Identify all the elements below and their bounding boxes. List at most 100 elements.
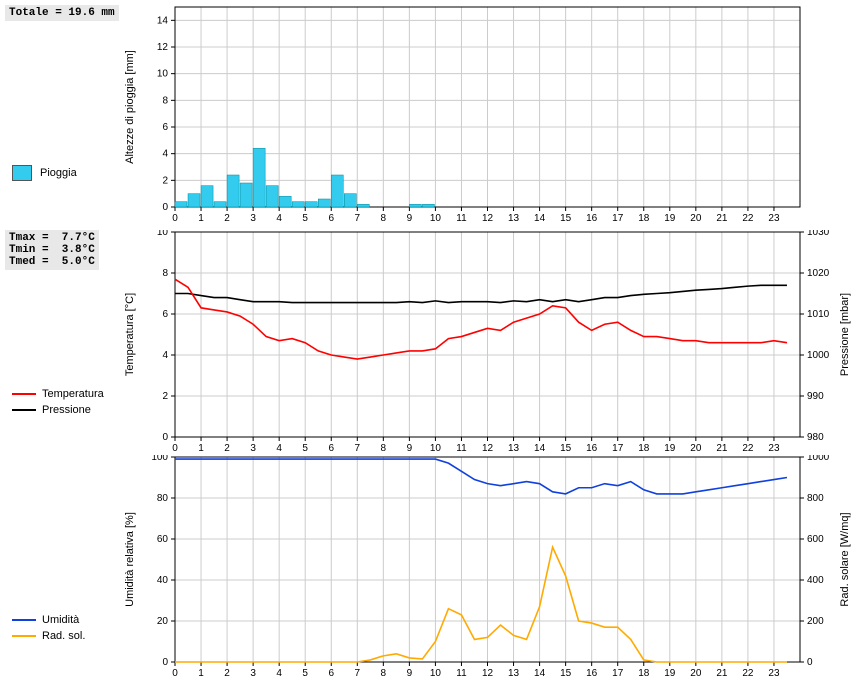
svg-text:5: 5 [302, 668, 308, 679]
svg-text:20: 20 [690, 443, 702, 454]
svg-text:2: 2 [224, 443, 230, 454]
svg-text:400: 400 [807, 575, 824, 586]
svg-text:5: 5 [302, 213, 308, 224]
legend-rain: Pioggia [12, 165, 77, 181]
svg-text:4: 4 [162, 149, 168, 160]
legend-press: Pressione [12, 404, 91, 416]
svg-text:800: 800 [807, 493, 824, 504]
svg-text:10: 10 [430, 213, 442, 224]
svg-text:2: 2 [162, 175, 168, 186]
svg-text:1: 1 [198, 213, 204, 224]
svg-text:20: 20 [690, 213, 702, 224]
svg-text:16: 16 [586, 668, 598, 679]
svg-text:21: 21 [716, 443, 728, 454]
legend-temp-label: Temperatura [42, 388, 104, 400]
svg-text:9: 9 [407, 443, 413, 454]
svg-text:6: 6 [328, 443, 334, 454]
svg-text:11: 11 [456, 668, 467, 679]
svg-text:12: 12 [482, 213, 494, 224]
svg-text:4: 4 [276, 443, 282, 454]
svg-text:19: 19 [664, 443, 676, 454]
svg-text:7: 7 [355, 668, 361, 679]
hum-rad-chart: 0204060801000200400600800100001234567891… [115, 455, 860, 685]
svg-text:5: 5 [302, 443, 308, 454]
svg-text:4: 4 [162, 350, 168, 361]
svg-text:16: 16 [586, 213, 598, 224]
temp-press-chart: 0246810980990100010101020103001234567891… [115, 230, 860, 460]
temp-line-swatch [12, 393, 36, 395]
svg-text:0: 0 [172, 443, 178, 454]
legend-hum: Umidità [12, 614, 79, 626]
svg-text:60: 60 [157, 534, 169, 545]
rain-swatch [12, 165, 32, 181]
svg-text:1000: 1000 [807, 455, 830, 463]
legend-press-label: Pressione [42, 404, 91, 416]
svg-text:10: 10 [157, 230, 169, 238]
svg-text:0: 0 [162, 432, 168, 443]
svg-text:1: 1 [198, 668, 204, 679]
hum-line-swatch [12, 619, 36, 621]
svg-text:1020: 1020 [807, 268, 830, 279]
svg-text:19: 19 [664, 668, 676, 679]
svg-text:23: 23 [768, 668, 780, 679]
svg-text:1010: 1010 [807, 309, 830, 320]
svg-text:3: 3 [250, 668, 256, 679]
svg-text:17: 17 [612, 668, 624, 679]
svg-text:6: 6 [328, 668, 334, 679]
svg-text:8: 8 [381, 213, 387, 224]
press-line-swatch [12, 409, 36, 411]
svg-text:40: 40 [157, 575, 169, 586]
svg-text:9: 9 [407, 668, 413, 679]
svg-text:8: 8 [381, 668, 387, 679]
svg-text:13: 13 [508, 213, 520, 224]
svg-text:14: 14 [157, 15, 169, 26]
svg-text:11: 11 [456, 443, 467, 454]
svg-text:15: 15 [560, 213, 572, 224]
legend-hum-label: Umidità [42, 614, 79, 626]
svg-text:4: 4 [276, 213, 282, 224]
svg-text:1: 1 [198, 443, 204, 454]
legend-rain-label: Pioggia [40, 167, 77, 179]
dashboard-container: Totale = 19.6 mm Tmax = 7.7°C Tmin = 3.8… [0, 0, 860, 690]
svg-text:7: 7 [355, 213, 361, 224]
svg-text:12: 12 [157, 42, 169, 53]
svg-text:Altezze di pioggia [mm]: Altezze di pioggia [mm] [124, 50, 136, 164]
svg-text:13: 13 [508, 443, 520, 454]
svg-text:1030: 1030 [807, 230, 830, 238]
svg-text:14: 14 [534, 443, 546, 454]
svg-text:2: 2 [224, 213, 230, 224]
svg-text:200: 200 [807, 616, 824, 627]
svg-text:20: 20 [690, 668, 702, 679]
svg-text:18: 18 [638, 668, 650, 679]
svg-text:600: 600 [807, 534, 824, 545]
svg-text:Umidità relativa [%]: Umidità relativa [%] [124, 512, 136, 607]
svg-text:0: 0 [162, 657, 168, 668]
svg-text:0: 0 [172, 213, 178, 224]
svg-text:8: 8 [381, 443, 387, 454]
svg-text:18: 18 [638, 213, 650, 224]
svg-text:100: 100 [151, 455, 168, 463]
svg-text:9: 9 [407, 213, 413, 224]
svg-text:2: 2 [224, 668, 230, 679]
svg-text:0: 0 [162, 202, 168, 213]
svg-text:13: 13 [508, 668, 520, 679]
svg-text:23: 23 [768, 443, 780, 454]
svg-text:12: 12 [482, 668, 494, 679]
svg-text:21: 21 [716, 213, 728, 224]
svg-text:11: 11 [456, 213, 467, 224]
svg-text:17: 17 [612, 213, 624, 224]
legend-temp: Temperatura [12, 388, 104, 400]
svg-text:16: 16 [586, 443, 598, 454]
svg-text:980: 980 [807, 432, 824, 443]
svg-text:7: 7 [355, 443, 361, 454]
svg-text:18: 18 [638, 443, 650, 454]
svg-text:14: 14 [534, 668, 546, 679]
svg-text:0: 0 [807, 657, 813, 668]
svg-text:10: 10 [430, 443, 442, 454]
svg-text:3: 3 [250, 213, 256, 224]
rad-line-swatch [12, 635, 36, 637]
svg-text:15: 15 [560, 668, 572, 679]
svg-text:990: 990 [807, 391, 824, 402]
svg-text:0: 0 [172, 668, 178, 679]
svg-text:22: 22 [742, 443, 754, 454]
